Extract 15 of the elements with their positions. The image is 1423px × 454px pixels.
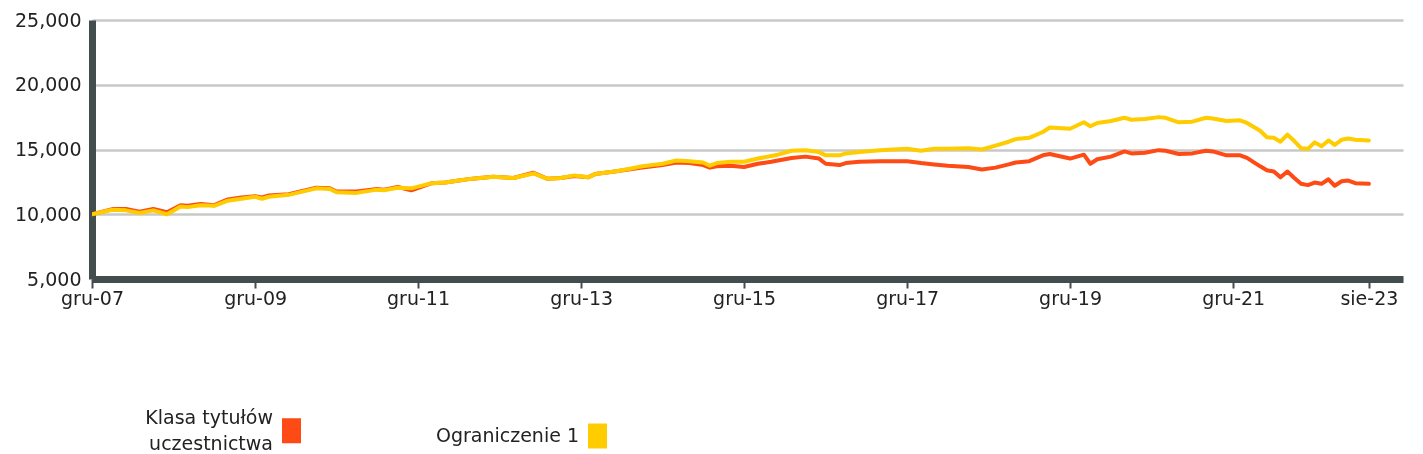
- x-tick-label: gru-13: [550, 286, 614, 309]
- y-tick-label: 25,000: [15, 8, 82, 31]
- legend-label: Ograniczenie 1: [435, 424, 579, 446]
- x-tick-label: gru-21: [1202, 286, 1266, 309]
- x-tick-label: gru-19: [1039, 286, 1103, 309]
- y-tick-label: 20,000: [15, 73, 82, 96]
- y-tick-label: 10,000: [15, 202, 82, 225]
- y-tick-label: 15,000: [15, 138, 82, 160]
- x-tick-label: sie-23: [1340, 286, 1399, 309]
- x-tick-label: gru-11: [387, 286, 450, 309]
- x-tick-label: gru-09: [224, 286, 288, 309]
- x-tick-label: gru-15: [713, 286, 777, 309]
- x-tick-label: gru-17: [876, 286, 940, 309]
- line-series: [92, 115, 1371, 217]
- legend-label: Klasa tytułów uczestnictwa: [145, 405, 273, 454]
